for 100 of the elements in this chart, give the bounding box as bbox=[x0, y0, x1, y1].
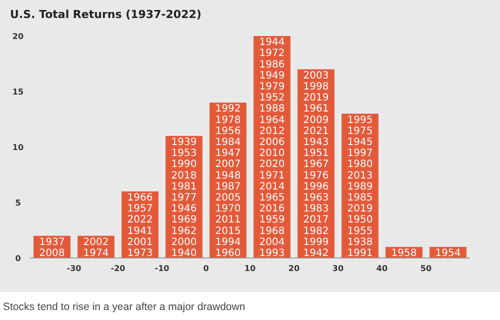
annotation: 1959 bbox=[259, 214, 285, 226]
annotation: 1974 bbox=[83, 248, 109, 259]
annotation: 1956 bbox=[215, 126, 241, 137]
annotation: 2012 bbox=[259, 126, 285, 137]
annotation: 1942 bbox=[303, 248, 329, 259]
annotation: 1945 bbox=[347, 136, 373, 148]
y-tick-label: 5 bbox=[15, 198, 22, 208]
annotation: 1972 bbox=[259, 48, 285, 60]
annotation: 1982 bbox=[303, 226, 329, 237]
x-tick-label: 0 bbox=[203, 264, 210, 273]
annotation: 2021 bbox=[303, 126, 329, 137]
annotation: 1968 bbox=[259, 226, 285, 237]
annotation: 2022 bbox=[127, 214, 153, 226]
annotation: 2017 bbox=[303, 214, 329, 226]
annotation: 1965 bbox=[259, 192, 285, 204]
annotation: 2004 bbox=[259, 236, 285, 248]
annotation: 1951 bbox=[303, 148, 329, 160]
annotation: 1946 bbox=[171, 204, 197, 215]
annotation: 1977 bbox=[171, 192, 197, 204]
x-tick-label: 10 bbox=[244, 264, 256, 273]
annotation: 1979 bbox=[259, 81, 285, 92]
annotation: 1991 bbox=[347, 248, 373, 259]
annotation: 1962 bbox=[171, 226, 197, 237]
annotation: 1998 bbox=[303, 81, 329, 92]
annotation: 2007 bbox=[215, 159, 241, 170]
chart-title: U.S. Total Returns (1937-2022) bbox=[10, 8, 202, 21]
annotation: 2006 bbox=[259, 136, 285, 148]
annotation: 2005 bbox=[215, 192, 241, 204]
annotation: 1941 bbox=[127, 226, 153, 237]
x-tick-label: 20 bbox=[288, 264, 300, 273]
annotation: 1967 bbox=[303, 159, 329, 170]
x-tick-label: -10 bbox=[154, 264, 170, 273]
annotation: 1954 bbox=[435, 248, 461, 259]
annotation: 1952 bbox=[259, 92, 285, 104]
y-tick-label: 10 bbox=[12, 142, 24, 152]
annotation: 2010 bbox=[259, 148, 285, 160]
y-tick-label: 0 bbox=[15, 254, 22, 263]
annotation: 1938 bbox=[347, 236, 373, 248]
text: Stocks tend to rise in a year after a major drawdown bbox=[3, 301, 246, 313]
annotation: 1989 bbox=[347, 181, 373, 192]
x-tick-label: 30 bbox=[332, 264, 344, 273]
annotation: 2003 bbox=[303, 70, 329, 82]
annotation: 1981 bbox=[171, 181, 197, 192]
annotation: 1987 bbox=[215, 181, 241, 192]
annotation: 2014 bbox=[259, 181, 285, 192]
annotation: 1985 bbox=[347, 192, 373, 204]
annotation: 2015 bbox=[215, 226, 241, 237]
x-tick-label: 50 bbox=[420, 264, 432, 273]
annotation: 1971 bbox=[259, 170, 285, 182]
annotation: 1994 bbox=[215, 236, 241, 248]
x-tick-label: 40 bbox=[376, 264, 388, 273]
annotation: 1937 bbox=[39, 236, 65, 248]
y-tick-label: 20 bbox=[12, 32, 24, 41]
annotation: 1958 bbox=[391, 248, 417, 259]
annotation: 1969 bbox=[171, 214, 197, 226]
annotation: 1986 bbox=[259, 59, 285, 70]
x-tick-label: -20 bbox=[110, 264, 126, 273]
annotation: 1939 bbox=[171, 136, 197, 148]
annotation: 1995 bbox=[347, 114, 373, 126]
annotation: 1999 bbox=[303, 236, 329, 248]
annotation: 1983 bbox=[303, 204, 329, 215]
annotation: 1949 bbox=[259, 70, 285, 82]
annotation: 1978 bbox=[215, 114, 241, 126]
annotation: 2000 bbox=[171, 236, 197, 248]
annotation: 2009 bbox=[303, 114, 329, 126]
annotation: 1984 bbox=[215, 136, 241, 148]
annotation: 2019 bbox=[303, 92, 329, 104]
annotation: 1975 bbox=[347, 126, 373, 137]
annotation: 1960 bbox=[215, 248, 241, 259]
annotation: 1948 bbox=[215, 170, 241, 182]
annotation: 1973 bbox=[127, 248, 153, 259]
annotation: 1980 bbox=[347, 159, 373, 170]
annotation: 1997 bbox=[347, 148, 373, 160]
annotation: 1955 bbox=[347, 226, 373, 237]
annotation: 1976 bbox=[303, 170, 329, 182]
annotation: 1957 bbox=[127, 204, 153, 215]
annotation: 1988 bbox=[259, 104, 285, 115]
annotation: 1970 bbox=[215, 204, 241, 215]
annotation: 2002 bbox=[83, 236, 109, 248]
x-tick-label: -30 bbox=[66, 264, 82, 273]
annotation: 1993 bbox=[259, 248, 285, 259]
annotation: 1950 bbox=[347, 214, 373, 226]
annotation: 2019 bbox=[347, 204, 373, 215]
annotation: 2013 bbox=[347, 170, 373, 182]
annotation: 2018 bbox=[171, 170, 197, 182]
annotation: 1992 bbox=[215, 104, 241, 115]
annotation: 1996 bbox=[303, 181, 329, 192]
annotation: 1953 bbox=[171, 148, 197, 160]
y-tick-label: 15 bbox=[12, 87, 24, 96]
annotation: 2016 bbox=[259, 204, 285, 215]
annotation: 1940 bbox=[171, 248, 197, 259]
annotation: 2011 bbox=[215, 214, 241, 226]
annotation: 1944 bbox=[259, 37, 285, 48]
annotation: 2008 bbox=[39, 248, 65, 259]
annotation: 2020 bbox=[259, 159, 285, 170]
annotation: 2001 bbox=[127, 236, 153, 248]
annotation: 1964 bbox=[259, 114, 285, 126]
annotation: 1963 bbox=[303, 192, 329, 204]
annotation: 1990 bbox=[171, 159, 197, 170]
annotation: 1966 bbox=[127, 192, 153, 204]
